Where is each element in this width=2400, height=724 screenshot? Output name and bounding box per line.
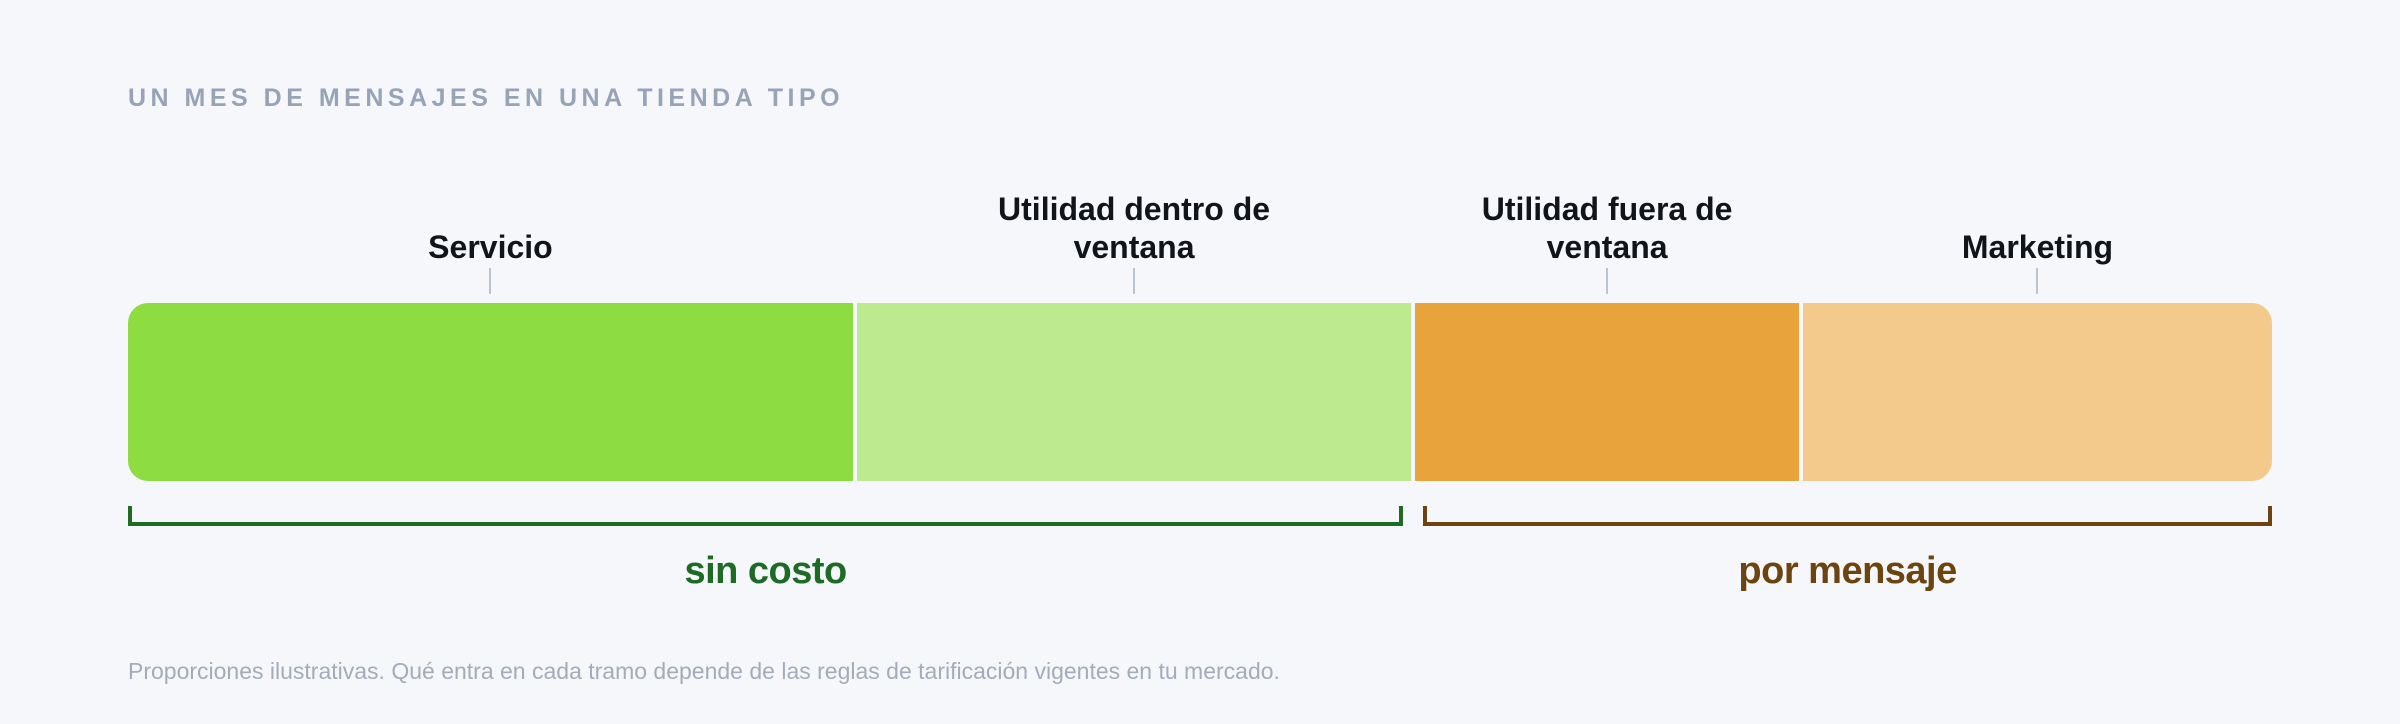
bar-segment-4: [1802, 303, 2272, 481]
segment-label-1: Servicio: [428, 229, 553, 265]
segment-tick-2: [1133, 268, 1136, 294]
stacked-bar: [128, 303, 2272, 481]
chart-eyebrow-title: UN MES DE MENSAJES EN UNA TIENDA TIPO: [128, 84, 845, 112]
chart-footnote: Proporciones ilustrativas. Qué entra en …: [128, 658, 1280, 684]
bar-segment-2: [856, 303, 1412, 481]
segment-label-4: Marketing: [1961, 229, 2114, 265]
group-label-2: por mensaje: [1738, 550, 1957, 592]
segment-tick-1: [489, 268, 492, 294]
segment-label-3: Utilidad fuera de ventana: [1481, 191, 1733, 265]
group-bracket-2: [1423, 506, 2272, 526]
group-label-1: sin costo: [684, 550, 847, 592]
segment-label-2: Utilidad dentro de ventana: [998, 191, 1271, 265]
bar-segment-3: [1415, 303, 1799, 481]
segment-tick-4: [2036, 268, 2039, 294]
bar-segment-1: [128, 303, 853, 481]
group-bracket-1: [128, 506, 1404, 526]
segment-tick-3: [1606, 268, 1609, 294]
